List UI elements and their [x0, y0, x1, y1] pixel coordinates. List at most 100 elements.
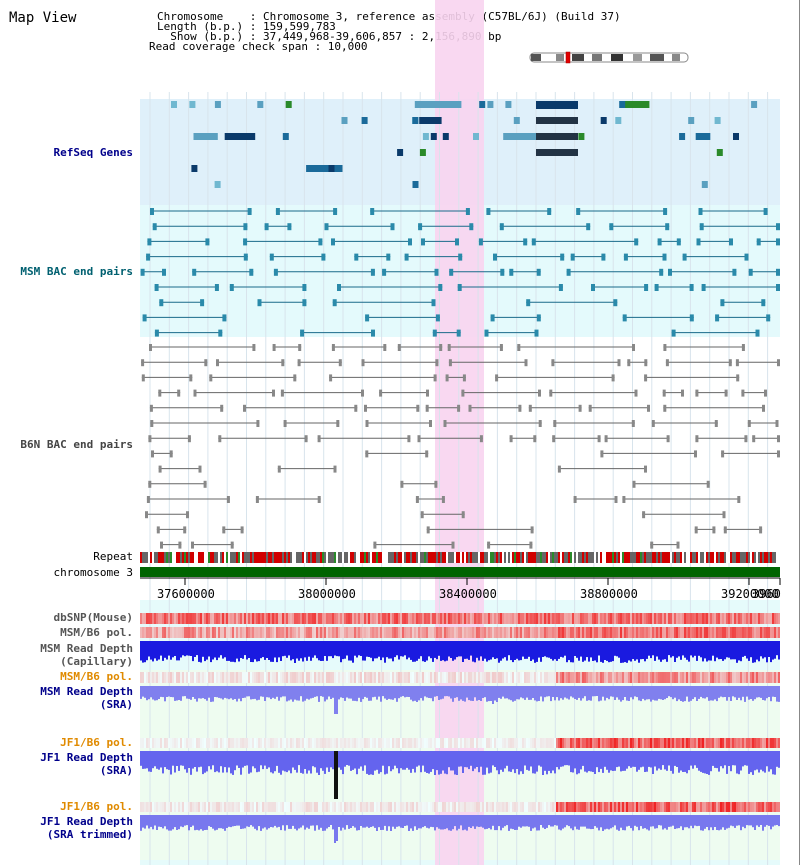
jf1-pol2-cell [754, 802, 756, 812]
msm-cap-depth-bar [700, 641, 702, 658]
msm-depth-capillary-label-1[interactable]: MSM Read Depth [40, 642, 133, 655]
msm-pol-cell [386, 627, 388, 638]
msm-pol2-cell [384, 672, 386, 683]
bac-end [732, 268, 737, 276]
msm-cap-depth-bar [460, 641, 462, 657]
repeat-block [754, 552, 756, 563]
jf1-depth-sra-label-1[interactable]: JF1 Read Depth [40, 751, 133, 764]
repeat-block [556, 552, 558, 563]
msm-cap-depth-bar [646, 641, 648, 659]
msm-cap-depth-bar [756, 641, 758, 660]
msm-depth-sra-label-1[interactable]: MSM Read Depth [40, 685, 133, 698]
jf1-sra-depth-bar [518, 751, 520, 775]
dbsnp-cell [564, 613, 566, 624]
bac-end [145, 511, 148, 519]
jf1-pol2-cell [168, 802, 170, 812]
msm-bac-track-label[interactable]: MSM BAC end pairs [20, 265, 133, 278]
msm-pol-cell [634, 627, 636, 638]
jf1-pol2-cell [432, 802, 434, 812]
msm-pol-cell [666, 627, 668, 638]
msm-pol-cell [698, 627, 700, 638]
jf1-trim-depth-bar [740, 815, 742, 831]
jf1-sra-depth-bar [578, 751, 580, 774]
bac-end [150, 420, 154, 427]
repeat-block [182, 552, 184, 563]
jf1-trim-depth-bar [246, 815, 248, 827]
jf1-b6-pol-label[interactable]: JF1/B6 pol. [60, 736, 133, 749]
refseq-track-label[interactable]: RefSeq Genes [53, 146, 133, 159]
msm-cap-depth-bar [658, 641, 660, 660]
jf1-trim-depth-bar [608, 815, 610, 830]
msm-cap-depth-bar [442, 641, 444, 661]
jf1-pol2-cell [318, 802, 320, 812]
jf1-trim-depth-bar [632, 815, 634, 831]
dbsnp-cell [542, 613, 544, 624]
msm-sra-depth-bar [580, 686, 582, 701]
msm-pol2-cell [288, 672, 290, 683]
jf1-pol2-cell [294, 802, 296, 812]
jf1-pol-cell [326, 738, 328, 748]
msm-pol-cell [680, 627, 682, 638]
msm-sra-depth-bar [454, 686, 456, 698]
jf1-sra-depth-bar [694, 751, 696, 766]
jf1-pol-cell [390, 738, 392, 748]
jf1-pol2-cell [162, 802, 164, 812]
jf1-trim-depth-bar [302, 815, 304, 826]
dbsnp-cell [764, 613, 766, 624]
msm-b6-pol-label-2[interactable]: MSM/B6 pol. [60, 670, 133, 683]
msm-b6-pol-label[interactable]: MSM/B6 pol. [60, 626, 133, 639]
repeat-block [506, 552, 508, 563]
b6n-bac-track-label[interactable]: B6N BAC end pairs [20, 438, 133, 451]
dbsnp-cell [156, 613, 158, 624]
chromosome-ideogram[interactable] [529, 51, 689, 64]
jf1-pol2-cell [246, 802, 248, 812]
jf1-pol2-cell [254, 802, 256, 812]
msm-sra-depth-bar [744, 686, 746, 702]
msm-bac-pairs[interactable] [140, 208, 780, 337]
dbsnp-track-label[interactable]: dbSNP(Mouse) [53, 611, 133, 624]
jf1-b6-pol-label-2[interactable]: JF1/B6 pol. [60, 800, 133, 813]
b6n-bac-pairs[interactable] [141, 344, 780, 549]
jf1-sra-depth-bar [194, 751, 196, 767]
jf1-pol-cell [282, 738, 284, 748]
jf1-depth-trimmed-label-1[interactable]: JF1 Read Depth [40, 815, 133, 828]
bac-end [183, 526, 187, 534]
jf1-pol2-cell [664, 802, 666, 812]
msm-pol2-cell [500, 672, 502, 683]
jf1-sra-depth-bar [212, 751, 214, 766]
bac-end [644, 374, 648, 382]
jf1-pol2-cell [156, 802, 158, 812]
bac-end [495, 374, 499, 382]
jf1-pol2-cell [324, 802, 326, 812]
dbsnp-cell [544, 613, 546, 624]
jf1-pol-cell [244, 738, 246, 748]
msm-pol-cell [368, 627, 370, 638]
refseq-gene-features[interactable] [171, 101, 758, 188]
repeat-block [424, 552, 426, 563]
jf1-pol-cell [380, 738, 382, 748]
jf1-trim-depth-bar [230, 815, 232, 828]
jf1-trim-depth-bar [210, 815, 212, 827]
repeat-block [730, 552, 732, 563]
msm-sra-depth-bar [148, 686, 150, 700]
axis-tick-label: 38000000 [298, 587, 356, 601]
jf1-pol-cell [340, 738, 342, 748]
jf1-pol2-cell [296, 802, 298, 812]
msm-cap-depth-bar [398, 641, 400, 660]
bac-end [662, 389, 666, 397]
msm-cap-depth-bar [408, 641, 410, 658]
dbsnp-cell [536, 613, 538, 624]
msm-cap-depth-bar [730, 641, 732, 660]
msm-pol2-cell [472, 672, 474, 683]
msm-sra-depth-bar [550, 686, 552, 702]
msm-cap-depth-bar [360, 641, 362, 656]
msm-sra-depth-bar [332, 686, 334, 698]
msm-pol2-cell [232, 672, 234, 683]
jf1-sra-depth-bar [468, 751, 470, 770]
dbsnp-cell [590, 613, 592, 624]
msm-cap-depth-bar [348, 641, 350, 661]
jf1-sra-depth-bar [396, 751, 398, 769]
repeat-block [710, 552, 712, 563]
msm-cap-depth-bar [246, 641, 248, 660]
